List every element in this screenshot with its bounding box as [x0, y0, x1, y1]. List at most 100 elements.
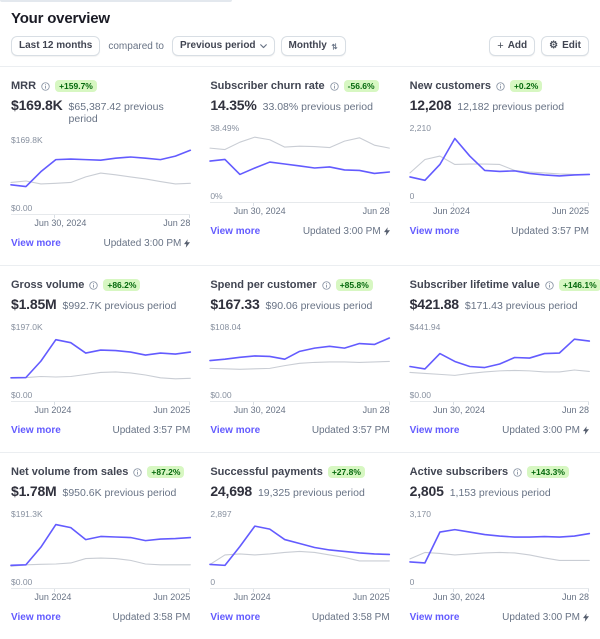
- metric-card: Spend per customer +85.8% $167.33 $90.06…: [210, 278, 389, 436]
- y-axis-min-label: $0.00: [11, 203, 33, 213]
- trend-chart[interactable]: [210, 334, 389, 388]
- x-axis-end-label: Jun 28: [362, 405, 390, 415]
- granularity-label: Monthly: [288, 40, 327, 51]
- updated-time-label: Updated 3:58 PM: [112, 612, 191, 623]
- metric-card: Active subscribers +143.3% 2,805 1,153 p…: [410, 465, 589, 623]
- top-edge-fragment: [0, 0, 232, 2]
- y-axis-min-label: 0: [210, 577, 216, 587]
- trend-chart[interactable]: [11, 147, 190, 201]
- metric-title: Subscriber lifetime value: [409, 279, 540, 291]
- metrics-row-2: Gross volume +86.2% $1.85M $992.7K previ…: [0, 265, 600, 452]
- metric-title: New customers: [409, 80, 491, 92]
- metric-card: MRR +159.7% $169.8K $65,387.42 previous …: [11, 79, 190, 249]
- edit-button[interactable]: ⚙ Edit: [541, 36, 589, 56]
- x-axis-start-label: Jun 2024: [34, 592, 72, 602]
- view-more-link[interactable]: View more: [11, 612, 61, 623]
- y-axis-max-label: 2,210: [409, 123, 431, 133]
- metric-title: Active subscribers: [409, 466, 509, 478]
- date-range-filter[interactable]: Last 12 months: [11, 36, 101, 56]
- previous-period-value: 12,182 previous period: [457, 101, 565, 113]
- date-range-label: Last 12 months: [19, 40, 93, 51]
- view-more-link[interactable]: View more: [11, 425, 61, 436]
- trend-chart[interactable]: [410, 521, 589, 575]
- x-axis-end-label: Jun 28: [561, 405, 589, 415]
- metric-value: 12,208: [409, 97, 452, 113]
- view-more-link[interactable]: View more: [210, 425, 261, 436]
- updated-status: Updated 3:58 PM: [312, 612, 390, 623]
- info-icon[interactable]: [513, 467, 522, 477]
- x-axis-baseline: [11, 588, 191, 592]
- granularity-select[interactable]: Monthly: [280, 36, 346, 56]
- info-icon[interactable]: [545, 280, 554, 290]
- metric-card: Net volume from sales +87.2% $1.78M $950…: [11, 465, 190, 623]
- trend-badge: -56.6%: [343, 80, 379, 92]
- metrics-row-1: MRR +159.7% $169.8K $65,387.42 previous …: [0, 66, 600, 265]
- trend-chart[interactable]: [11, 334, 190, 388]
- comparison-select[interactable]: Previous period: [171, 36, 275, 56]
- x-axis-end-label: Jun 28: [561, 592, 589, 602]
- compared-to-label: compared to: [108, 40, 164, 52]
- info-icon[interactable]: [89, 280, 99, 290]
- plus-icon: +: [497, 40, 504, 52]
- x-axis-end-label: Jun 28: [163, 218, 191, 228]
- metric-value: $1.78M: [11, 483, 57, 499]
- previous-period-value: 1,153 previous period: [449, 487, 551, 499]
- info-icon[interactable]: [41, 81, 50, 91]
- metric-card: Subscriber churn rate -56.6% 14.35% 33.0…: [210, 79, 389, 249]
- updated-time-label: Updated 3:00 PM: [302, 226, 381, 237]
- view-more-link[interactable]: View more: [210, 226, 261, 237]
- x-axis-start-label: Jun 30, 2024: [233, 405, 286, 415]
- info-icon[interactable]: [133, 467, 143, 477]
- gear-icon: ⚙: [549, 40, 559, 51]
- edit-button-label: Edit: [562, 40, 581, 51]
- trend-chart[interactable]: [11, 521, 190, 575]
- y-axis-max-label: $191.3K: [11, 509, 43, 519]
- chevron-down-icon: [259, 43, 267, 48]
- bolt-icon: [383, 227, 390, 236]
- trend-chart[interactable]: [410, 334, 589, 388]
- view-more-link[interactable]: View more: [11, 238, 61, 249]
- metric-value: $169.8K: [11, 97, 63, 113]
- updated-time-label: Updated 3:57 PM: [112, 425, 191, 436]
- metric-value: $167.33: [210, 296, 260, 312]
- x-axis-end-label: Jun 28: [362, 206, 390, 216]
- metric-title: MRR: [11, 80, 37, 92]
- previous-period-value: $992.7K previous period: [62, 300, 177, 312]
- y-axis-max-label: 3,170: [409, 509, 431, 519]
- info-icon[interactable]: [496, 81, 505, 91]
- updated-time-label: Updated 3:57 PM: [511, 226, 589, 237]
- previous-period-value: 33.08% previous period: [262, 101, 373, 113]
- x-axis-end-label: Jun 2025: [352, 592, 390, 602]
- add-button[interactable]: + Add: [489, 36, 536, 56]
- view-more-link[interactable]: View more: [409, 226, 460, 237]
- x-axis-baseline: [409, 588, 589, 592]
- updated-status: Updated 3:57 PM: [511, 226, 589, 237]
- x-axis-start-label: Jun 30, 2024: [432, 592, 486, 602]
- updated-status: Updated 3:58 PM: [113, 612, 191, 623]
- previous-period-value: $90.06 previous period: [265, 300, 373, 312]
- add-button-label: Add: [507, 40, 528, 51]
- bolt-icon: [582, 613, 589, 622]
- metric-title: Successful payments: [210, 466, 323, 478]
- view-more-link[interactable]: View more: [210, 612, 261, 623]
- metric-title: Subscriber churn rate: [210, 80, 325, 92]
- page-header: Your overview Last 12 months compared to…: [0, 0, 600, 56]
- y-axis-max-label: 38.49%: [210, 123, 240, 133]
- trend-chart[interactable]: [410, 135, 589, 189]
- trend-badge: +0.2%: [509, 80, 543, 92]
- info-icon[interactable]: [322, 280, 331, 290]
- x-axis-start-label: Jun 2024: [34, 405, 72, 415]
- trend-chart[interactable]: [210, 521, 389, 575]
- updated-time-label: Updated 3:00 PM: [502, 612, 580, 623]
- x-axis-start-label: Jun 2024: [233, 592, 271, 602]
- info-icon[interactable]: [329, 81, 339, 91]
- metric-value: 24,698: [210, 483, 252, 499]
- updated-status: Updated 3:00 PM: [104, 238, 191, 249]
- view-more-link[interactable]: View more: [409, 425, 460, 436]
- trend-chart[interactable]: [210, 135, 389, 189]
- trend-badge: +146.1%: [558, 279, 600, 291]
- bolt-icon: [582, 426, 589, 435]
- view-more-link[interactable]: View more: [409, 612, 460, 623]
- trend-badge: +87.2%: [147, 466, 185, 478]
- updated-time-label: Updated 3:58 PM: [311, 612, 390, 623]
